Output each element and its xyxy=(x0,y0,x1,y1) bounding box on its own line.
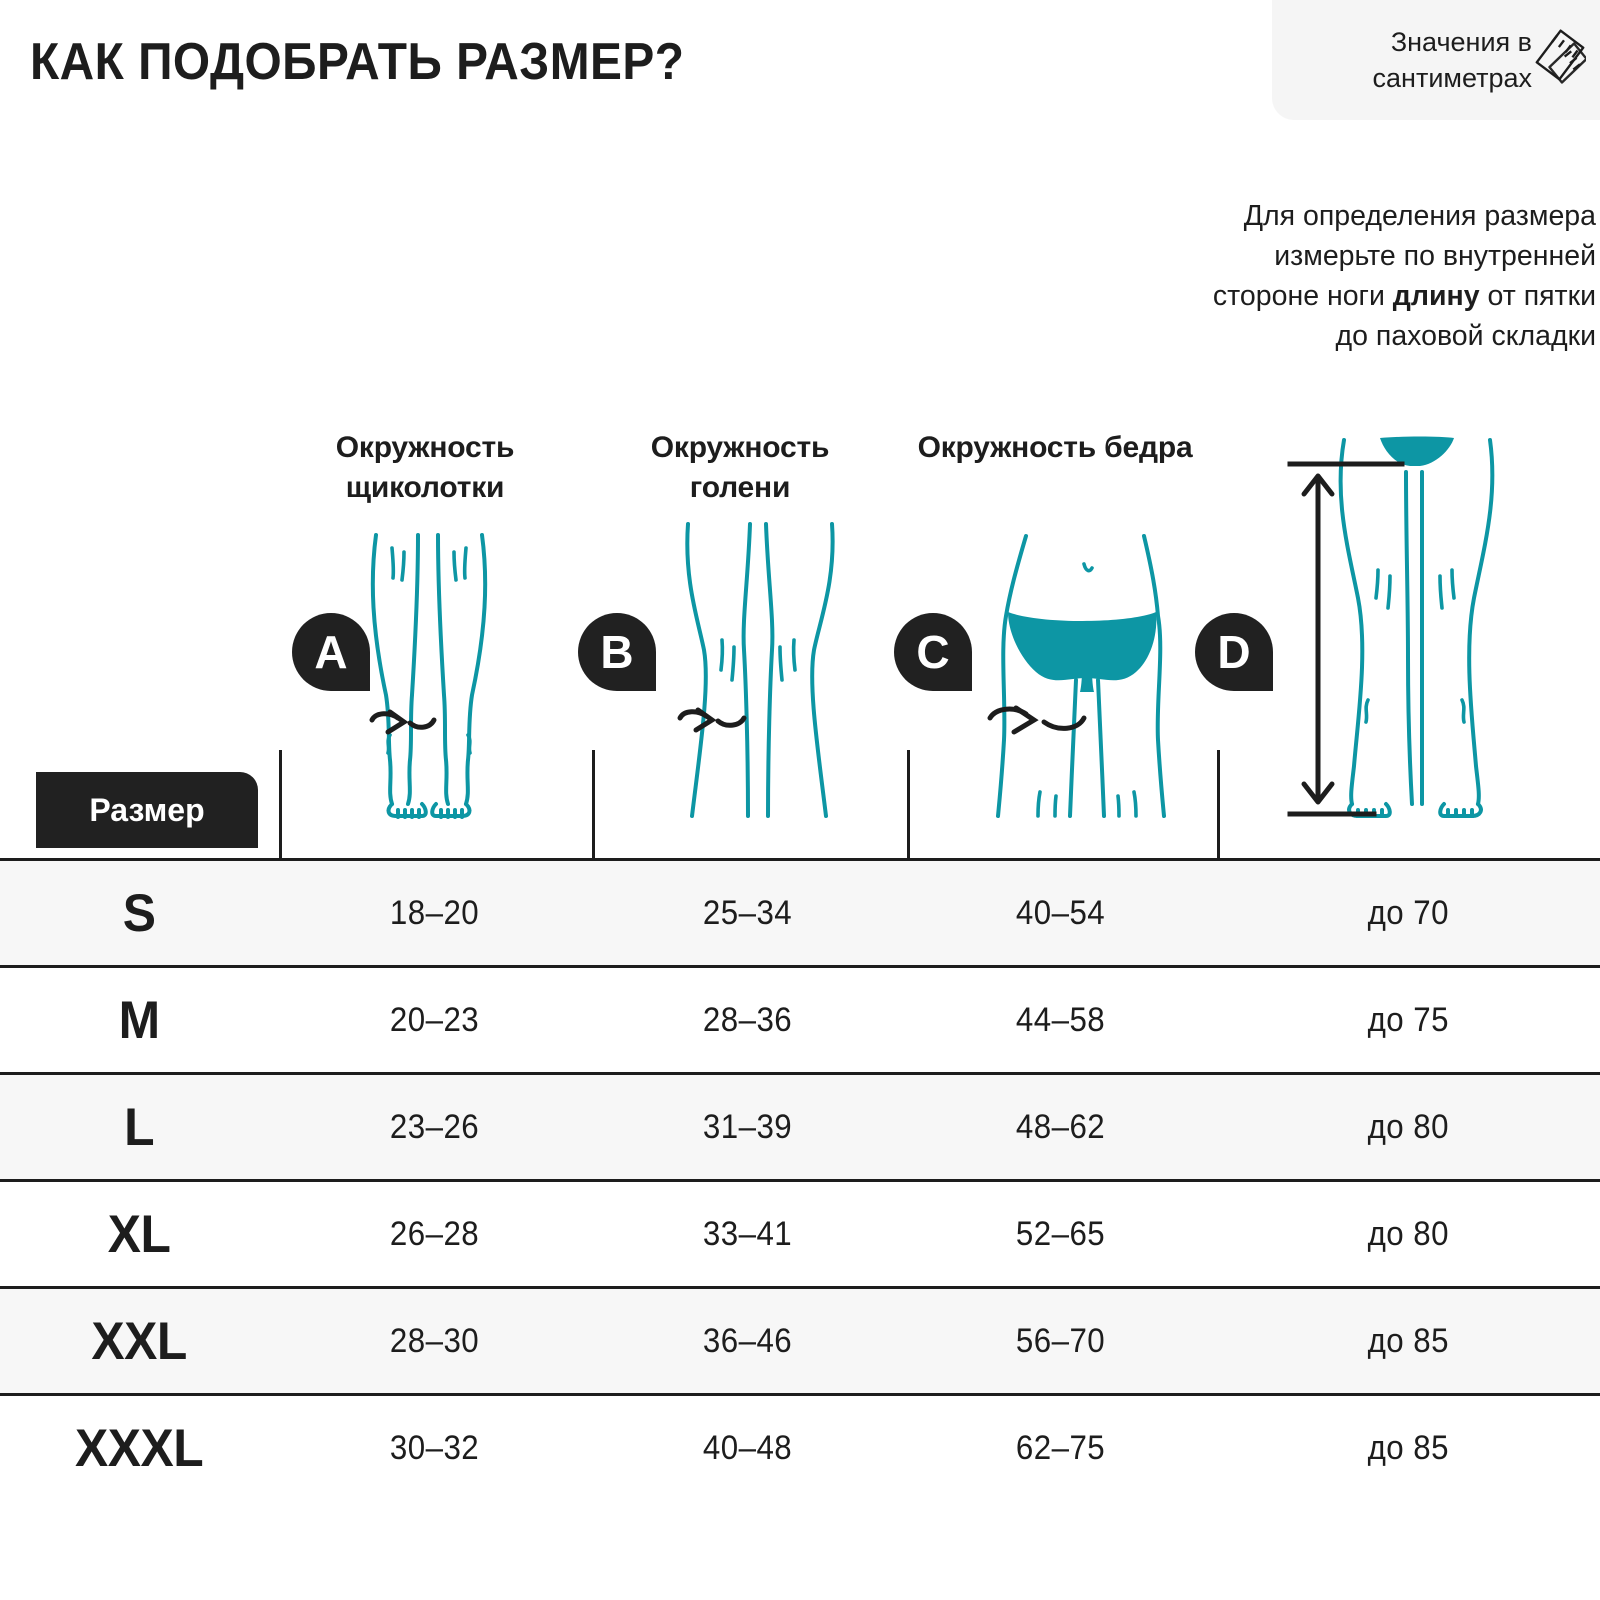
size-column-label: Размер xyxy=(36,772,258,848)
cell-thigh: 40–54 xyxy=(1016,893,1106,932)
cell-thigh: 56–70 xyxy=(1016,1321,1106,1360)
column-header-ankle: Окружность щиколотки xyxy=(335,431,515,504)
cell-size: M xyxy=(118,990,161,1050)
cell-ankle: 20–23 xyxy=(390,1000,480,1039)
cell-calf: 36–46 xyxy=(703,1321,793,1360)
swimwear-shape-back xyxy=(1380,436,1454,466)
cell-calf: 31–39 xyxy=(703,1107,793,1146)
cell-length: до 75 xyxy=(1367,1000,1450,1039)
cell-length: до 80 xyxy=(1367,1107,1450,1146)
swimwear-shape xyxy=(1008,612,1157,681)
table-row: XL 26–28 33–41 52–65 до 80 xyxy=(0,1179,1600,1286)
column-header-thigh: Окружность бедра xyxy=(917,431,1193,464)
cell-thigh: 62–75 xyxy=(1016,1428,1106,1467)
size-table: S 18–20 25–34 40–54 до 70 M 20–23 28–36 … xyxy=(0,858,1600,1500)
cell-size: XXXL xyxy=(74,1418,204,1478)
cell-length: до 85 xyxy=(1367,1321,1450,1360)
table-row: XXL 28–30 36–46 56–70 до 85 xyxy=(0,1286,1600,1393)
cell-calf: 25–34 xyxy=(703,893,793,932)
badge-d: D xyxy=(1195,613,1273,691)
cell-size: XL xyxy=(107,1204,171,1264)
cell-size: L xyxy=(124,1097,155,1157)
badge-b: B xyxy=(578,613,656,691)
cell-calf: 40–48 xyxy=(703,1428,793,1467)
badge-a: A xyxy=(292,613,370,691)
cell-ankle: 26–28 xyxy=(390,1214,480,1253)
cell-ankle: 30–32 xyxy=(390,1428,480,1467)
measurement-instruction: Для определения размера измерьте по внут… xyxy=(1180,196,1596,356)
instruction-part-2: от пятки до паховой складки xyxy=(1335,280,1596,352)
table-row: M 20–23 28–36 44–58 до 75 xyxy=(0,965,1600,1072)
cell-length: до 80 xyxy=(1367,1214,1450,1253)
cell-thigh: 48–62 xyxy=(1016,1107,1106,1146)
length-dimension-arrow xyxy=(1287,461,1405,817)
cell-thigh: 52–65 xyxy=(1016,1214,1106,1253)
table-row: XXXL 30–32 40–48 62–75 до 85 xyxy=(0,1393,1600,1500)
cell-ankle: 18–20 xyxy=(390,893,480,932)
calf-measurement-illustration xyxy=(677,522,835,818)
instruction-part-1: Для определения размера измерьте по внут… xyxy=(1212,200,1596,312)
cell-ankle: 23–26 xyxy=(390,1107,480,1146)
cell-calf: 33–41 xyxy=(703,1214,793,1253)
instruction-emphasis: длину xyxy=(1392,280,1480,312)
length-measurement-illustration xyxy=(1287,436,1495,818)
badge-c: C xyxy=(894,613,972,691)
units-line-2: сантиметрах xyxy=(1372,63,1532,93)
ankle-arrow xyxy=(369,709,437,735)
calf-arrow xyxy=(677,707,747,733)
units-badge-text: Значения в сантиметрах xyxy=(1373,24,1532,96)
cell-calf: 28–36 xyxy=(703,1000,793,1039)
cell-ankle: 28–30 xyxy=(390,1321,480,1360)
thigh-arrow xyxy=(987,705,1087,735)
cell-length: до 85 xyxy=(1367,1428,1450,1467)
cell-size: S xyxy=(122,883,156,943)
cell-thigh: 44–58 xyxy=(1016,1000,1106,1039)
units-badge: Значения в сантиметрах xyxy=(1272,0,1600,120)
column-header-calf: Окружность голени xyxy=(650,431,830,504)
cell-length: до 70 xyxy=(1367,893,1450,932)
page-title: КАК ПОДОБРАТЬ РАЗМЕР? xyxy=(30,33,685,91)
table-row: L 23–26 31–39 48–62 до 80 xyxy=(0,1072,1600,1179)
cell-size: XXL xyxy=(91,1311,187,1371)
ankle-measurement-illustration xyxy=(369,533,488,819)
table-row: S 18–20 25–34 40–54 до 70 xyxy=(0,858,1600,965)
thigh-measurement-illustration xyxy=(987,534,1166,818)
units-line-1: Значения в xyxy=(1390,27,1532,57)
ruler-icon xyxy=(1535,29,1586,84)
